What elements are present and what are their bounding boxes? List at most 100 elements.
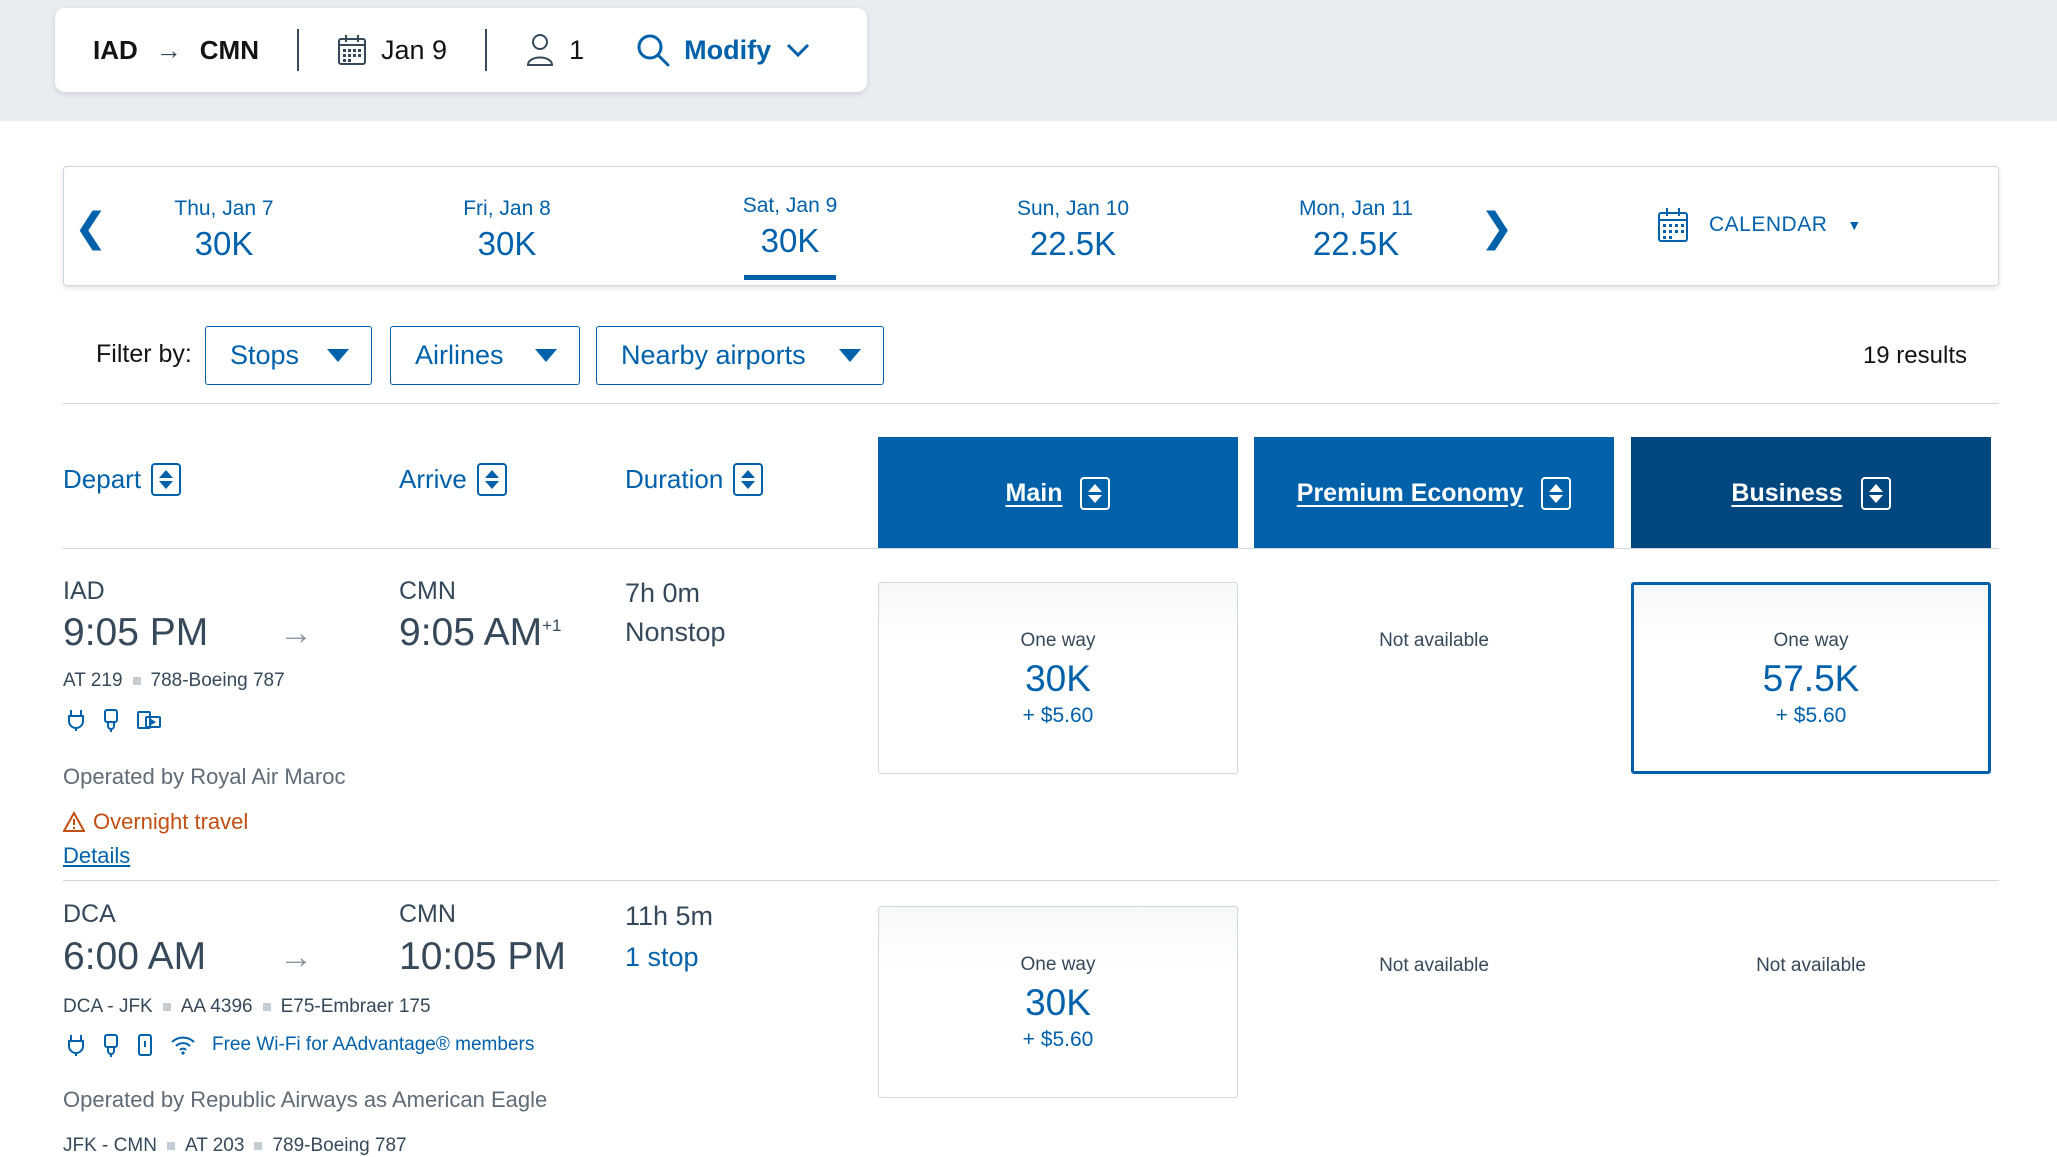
date-price: 22.5K	[1312, 225, 1400, 262]
fare-type: One way	[1773, 630, 1849, 651]
operated-by: Operated by Royal Air Maroc	[63, 764, 346, 789]
main-fare-button[interactable]: One way 30K + $5.60	[878, 906, 1238, 1098]
search-icon	[637, 34, 670, 67]
flight-number: AA 4396	[180, 996, 253, 1017]
date-option-fri-jan-8[interactable]: Fri, Jan 8 30K	[417, 197, 597, 263]
fare-type: One way	[1020, 630, 1096, 651]
fare-taxes: + $5.60	[1022, 704, 1094, 727]
sort-icon	[1541, 476, 1572, 510]
usb-icon	[104, 709, 118, 732]
nearby-airports-filter-dropdown[interactable]: Nearby airports	[596, 326, 884, 385]
arrival-time: 10:05 PM	[399, 935, 566, 978]
date-carousel: ❮ Thu, Jan 7 30K Fri, Jan 8 30K Sat, Jan…	[63, 166, 1999, 286]
arrival-airport: CMN	[399, 900, 456, 928]
separator	[162, 1003, 171, 1011]
filter-bar: Filter by: Stops Airlines Nearby airport…	[63, 326, 1999, 404]
flight-duration: 7h 0m	[625, 578, 701, 608]
passenger-count: 1	[525, 33, 584, 67]
stops-link[interactable]: 1 stop	[625, 942, 699, 972]
aircraft-type: 789-Boeing 787	[272, 1135, 407, 1156]
date-label: Sun, Jan 10	[1016, 197, 1130, 220]
premium-economy-label: Premium Economy	[1296, 478, 1524, 507]
stops-filter-dropdown[interactable]: Stops	[205, 326, 372, 385]
sort-icon	[476, 463, 507, 496]
details-link[interactable]: Details	[63, 843, 131, 868]
departure-airport: IAD	[63, 577, 105, 605]
departure-airport: DCA	[63, 900, 116, 928]
business-fare-button[interactable]: One way 57.5K + $5.60	[1631, 582, 1991, 774]
arrival-time: 9:05 AM+1	[399, 611, 561, 655]
stops-filter-label: Stops	[230, 340, 300, 370]
separator	[166, 1142, 175, 1150]
aircraft-type: 788-Boeing 787	[150, 670, 285, 691]
date-label: Thu, Jan 7	[174, 197, 274, 220]
origin-code: IAD	[93, 34, 138, 65]
date-price: 30K	[477, 225, 537, 262]
stops-info: Nonstop	[625, 617, 726, 647]
overnight-warning: Overnight travel	[63, 809, 248, 835]
duration-header-label: Duration	[625, 464, 724, 494]
arrive-sort-header[interactable]: Arrive	[399, 463, 507, 496]
separator	[254, 1142, 263, 1150]
date-label: Mon, Jan 11	[1298, 197, 1413, 220]
main-fare-button[interactable]: One way 30K + $5.60	[878, 582, 1238, 774]
business-cabin-label: Business	[1731, 478, 1843, 507]
travel-date-text: Jan 9	[381, 34, 448, 65]
premium-economy-header[interactable]: Premium Economy	[1254, 437, 1614, 549]
calendar-icon	[338, 35, 366, 65]
segment-route: JFK - CMN	[63, 1135, 157, 1156]
device-icon	[138, 1034, 152, 1056]
fare-taxes: + $5.60	[1775, 704, 1847, 727]
calendar-label: CALENDAR	[1709, 213, 1828, 236]
power-outlet-icon	[68, 710, 84, 731]
divider	[485, 29, 488, 71]
divider	[297, 29, 299, 71]
flight-number: AT 203	[184, 1135, 245, 1156]
main-cabin-label: Main	[1005, 478, 1063, 507]
departure-time: 6:00 AM	[63, 935, 207, 978]
date-option-mon-jan-11[interactable]: Mon, Jan 11 22.5K	[1266, 197, 1446, 263]
fare-type: One way	[1020, 954, 1096, 975]
day-offset: +1	[542, 616, 562, 635]
operated-by: Operated by Republic Airways as American…	[63, 1087, 548, 1112]
date-option-thu-jan-7[interactable]: Thu, Jan 7 30K	[134, 197, 314, 263]
flight-number: AT 219	[63, 670, 123, 691]
results-count: 19 results	[1862, 342, 1967, 369]
segment-1-info: DCA - JFK AA 4396 E75-Embraer 175	[63, 996, 431, 1018]
separator	[262, 1003, 271, 1011]
calendar-button[interactable]: CALENDAR ▼	[1657, 207, 1862, 243]
sort-icon	[733, 463, 764, 496]
business-not-available: Not available	[1756, 955, 1866, 976]
segment-route: DCA - JFK	[63, 996, 153, 1017]
modify-search-button[interactable]: Modify	[636, 33, 811, 67]
fare-miles: 30K	[1025, 982, 1091, 1023]
chevron-left-icon[interactable]: ❮	[74, 206, 108, 250]
wifi-info: Free Wi-Fi for AAdvantage® members	[212, 1034, 535, 1055]
travel-date: Jan 9	[337, 34, 447, 66]
chevron-right-icon[interactable]: ❯	[1480, 206, 1514, 250]
filter-label: Filter by:	[96, 340, 192, 368]
sort-icon	[151, 463, 182, 496]
flight-duration: 11h 5m	[625, 901, 714, 931]
business-cabin-header[interactable]: Business	[1631, 437, 1991, 549]
depart-sort-header[interactable]: Depart	[63, 463, 182, 496]
duration-sort-header[interactable]: Duration	[625, 463, 764, 496]
separator	[132, 677, 141, 685]
airlines-filter-dropdown[interactable]: Airlines	[390, 326, 580, 385]
arrow-right-icon: →	[155, 34, 182, 65]
date-option-sun-jan-10[interactable]: Sun, Jan 10 22.5K	[983, 197, 1163, 263]
calendar-icon	[1658, 208, 1688, 242]
aircraft-type: E75-Embraer 175	[280, 996, 431, 1017]
nearby-airports-filter-label: Nearby airports	[621, 340, 806, 370]
usb-icon	[104, 1034, 118, 1057]
main-cabin-header[interactable]: Main	[878, 437, 1238, 549]
date-option-sat-jan-9[interactable]: Sat, Jan 9 30K	[700, 194, 880, 260]
caret-down-icon	[327, 349, 349, 362]
destination-code: CMN	[199, 34, 259, 65]
depart-header-label: Depart	[63, 464, 142, 494]
power-outlet-icon	[68, 1035, 84, 1056]
amenities	[66, 708, 162, 732]
passenger-count-text: 1	[569, 34, 585, 65]
arrival-time-text: 9:05 AM	[399, 611, 543, 654]
sort-icon	[1860, 476, 1891, 510]
